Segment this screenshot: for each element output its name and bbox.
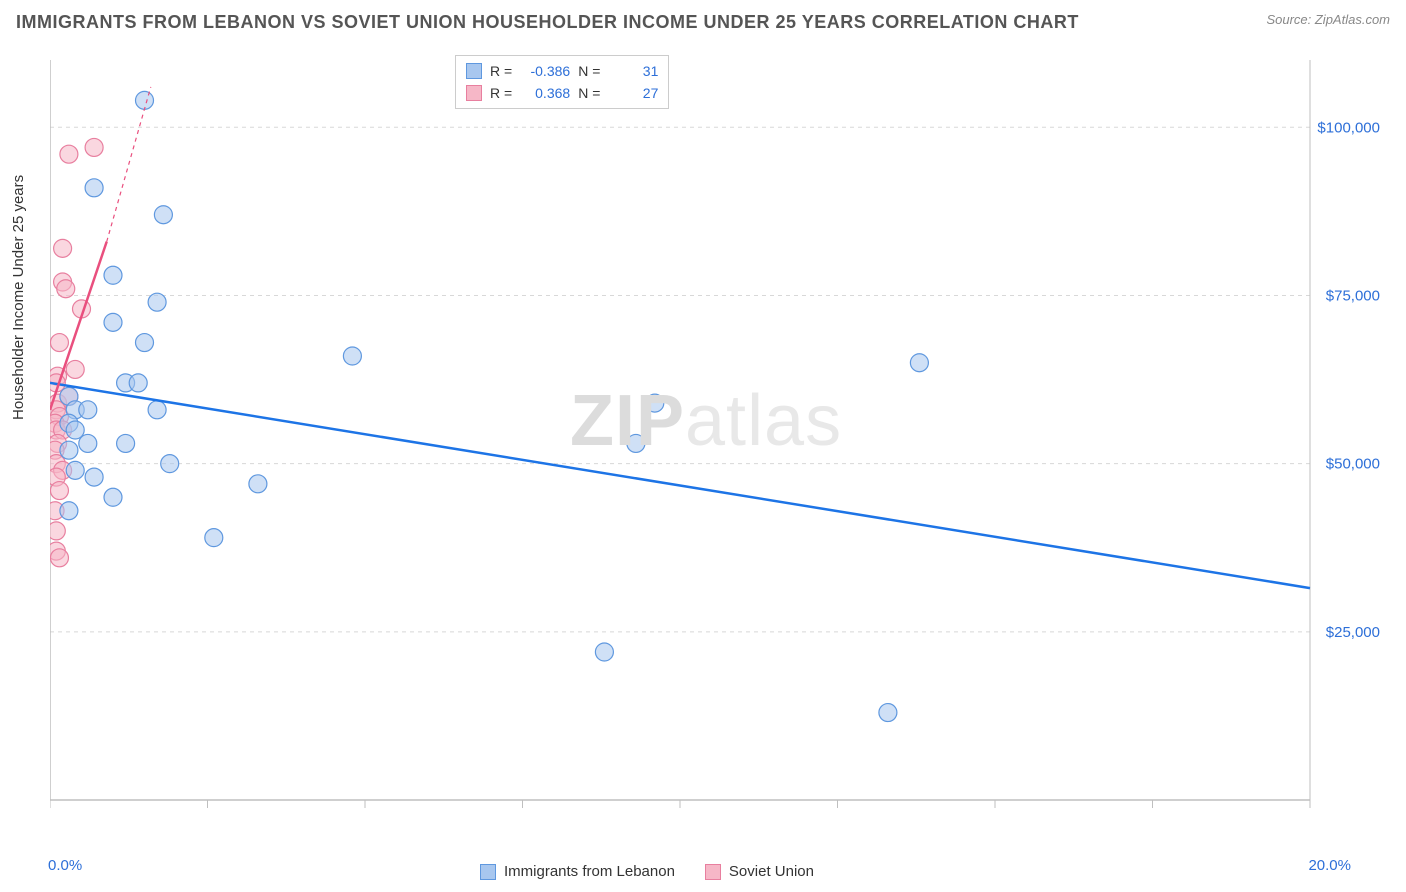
x-axis-max: 20.0% [1308, 857, 1351, 874]
y-axis-label: Householder Income Under 25 years [10, 175, 27, 420]
legend-r-value: 0.368 [520, 85, 570, 101]
legend-swatch-icon [466, 63, 482, 79]
source-attribution: Source: ZipAtlas.com [1266, 12, 1390, 27]
chart-title: IMMIGRANTS FROM LEBANON VS SOVIET UNION … [16, 12, 1079, 33]
svg-text:$75,000: $75,000 [1326, 287, 1380, 304]
legend-row: R = -0.386 N = 31 [466, 60, 658, 82]
legend-swatch-icon [705, 864, 721, 880]
series-legend: Immigrants from Lebanon Soviet Union [480, 863, 814, 880]
legend-n-label: N = [578, 63, 600, 79]
svg-text:$100,000: $100,000 [1317, 119, 1380, 136]
legend-swatch-icon [480, 864, 496, 880]
correlation-legend: R = -0.386 N = 31 R = 0.368 N = 27 [455, 55, 669, 109]
svg-text:$25,000: $25,000 [1326, 624, 1380, 641]
legend-item: Soviet Union [705, 863, 814, 880]
legend-n-value: 31 [608, 63, 658, 79]
legend-item: Immigrants from Lebanon [480, 863, 675, 880]
legend-r-label: R = [490, 63, 512, 79]
x-axis-min: 0.0% [48, 857, 82, 874]
scatter-chart: $25,000 $50,000 $75,000 $100,000 [50, 50, 1390, 840]
legend-r-label: R = [490, 85, 512, 101]
legend-label: Soviet Union [729, 863, 814, 880]
legend-n-value: 27 [608, 85, 658, 101]
legend-n-label: N = [578, 85, 600, 101]
legend-r-value: -0.386 [520, 63, 570, 79]
svg-text:$50,000: $50,000 [1326, 456, 1380, 473]
legend-row: R = 0.368 N = 27 [466, 82, 658, 104]
chart-container: $25,000 $50,000 $75,000 $100,000 [50, 50, 1390, 840]
legend-swatch-icon [466, 85, 482, 101]
header: IMMIGRANTS FROM LEBANON VS SOVIET UNION … [0, 0, 1406, 41]
legend-label: Immigrants from Lebanon [504, 863, 675, 880]
